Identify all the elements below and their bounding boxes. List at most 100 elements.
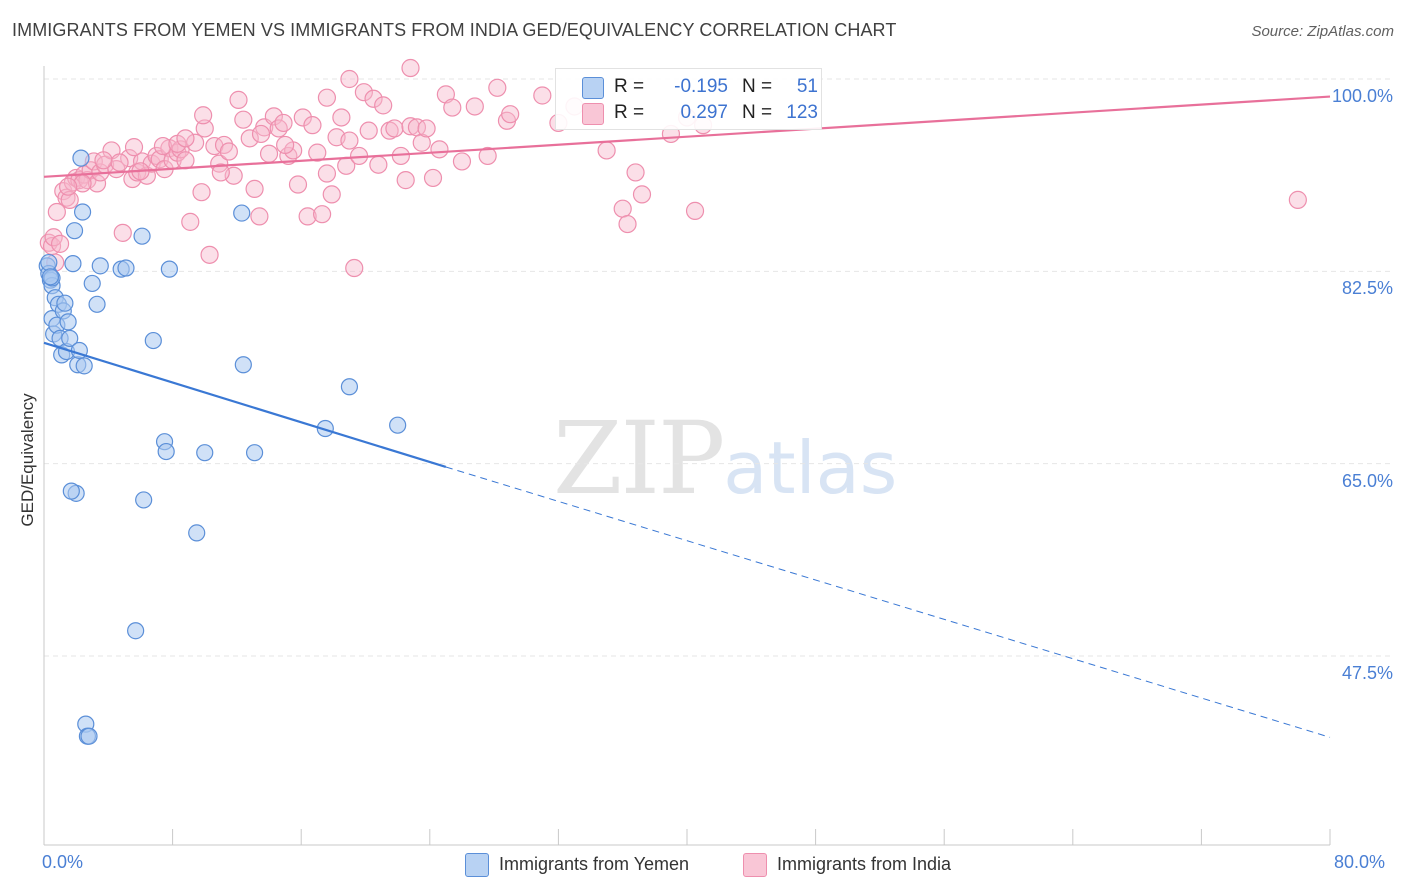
point-india (181, 212, 200, 231)
point-india (113, 223, 132, 242)
point-india (452, 152, 472, 171)
point-india (501, 105, 520, 124)
point-india (340, 69, 359, 89)
point-india (533, 86, 552, 105)
point-india (443, 98, 462, 117)
point-india (322, 185, 341, 204)
stats-r-label: R = (614, 76, 645, 97)
stats-n-label: N = (742, 76, 773, 97)
point-india (288, 175, 308, 194)
x-tick-label-max: 80.0% (1334, 852, 1386, 872)
point-india (317, 164, 337, 183)
point-india (345, 258, 364, 278)
point-india (423, 168, 443, 188)
point-india (47, 202, 66, 222)
point-india (186, 133, 205, 152)
legend: Immigrants from Yemen Immigrants from In… (0, 852, 1406, 878)
legend-label-india: Immigrants from India (777, 854, 952, 874)
point-india (412, 133, 431, 152)
legend-label-yemen: Immigrants from Yemen (499, 854, 690, 874)
point-yemen (340, 378, 359, 396)
x-tick-label-min: 0.0% (42, 852, 84, 872)
point-india (1288, 190, 1307, 209)
point-yemen (144, 331, 162, 350)
stats-n-label: N = (742, 102, 773, 123)
point-india (369, 155, 388, 174)
point-yemen (73, 203, 92, 221)
y-tick-label: 100.0% (1331, 86, 1393, 106)
legend-swatch-india (743, 853, 767, 877)
point-yemen (59, 313, 77, 331)
point-yemen (83, 274, 101, 293)
point-india (200, 245, 219, 264)
point-yemen (135, 491, 153, 509)
point-india (430, 140, 449, 159)
point-yemen (127, 622, 145, 640)
point-india (478, 146, 497, 166)
point-yemen (56, 294, 74, 312)
point-yemen (316, 419, 334, 438)
point-yemen (91, 257, 109, 275)
point-india (211, 163, 230, 182)
trend-line-yemen-extrapolated (445, 466, 1331, 738)
point-yemen (117, 259, 135, 277)
stats-swatch-yemen (582, 77, 604, 99)
point-india (597, 141, 616, 160)
point-india (259, 144, 279, 163)
point-india (234, 110, 253, 129)
point-india (153, 136, 173, 156)
point-india (94, 151, 113, 170)
point-india (613, 199, 632, 218)
point-yemen (64, 255, 82, 273)
point-india (44, 228, 63, 247)
point-india (632, 185, 652, 204)
y-tick-label: 65.0% (1341, 470, 1393, 491)
point-india (385, 119, 404, 138)
point-india (293, 108, 312, 127)
point-india (250, 207, 269, 226)
watermark-zip: ZIP (553, 400, 725, 517)
point-india (332, 108, 351, 127)
point-india (618, 214, 637, 234)
stats-r-value-india: 0.297 (680, 102, 728, 123)
point-yemen (80, 727, 98, 745)
point-india (359, 121, 378, 140)
point-india (124, 138, 144, 157)
watermark: ZIPatlas (553, 400, 897, 517)
point-india (685, 201, 705, 220)
point-india (229, 90, 248, 109)
point-india (401, 117, 420, 136)
stats-swatch-india (582, 103, 604, 125)
point-india (219, 142, 238, 161)
point-india (298, 207, 317, 226)
point-india (279, 146, 298, 166)
point-india (245, 179, 264, 199)
point-india (276, 135, 295, 155)
point-india (401, 58, 420, 78)
point-yemen (160, 260, 178, 278)
point-india (417, 119, 436, 138)
point-india (176, 151, 195, 170)
y-tick-label: 47.5% (1341, 663, 1393, 683)
stats-n-value-yemen: 51 (796, 76, 818, 97)
point-yemen (245, 444, 264, 462)
point-india (269, 119, 288, 138)
point-india (303, 116, 322, 135)
stats-box: R = -0.195 N = 51 R = 0.297 N = 123 (555, 68, 822, 130)
y-tick-label: 82.5% (1341, 278, 1393, 299)
chart-source: Source: ZipAtlas.com (1251, 23, 1394, 40)
point-india (274, 113, 293, 133)
point-india (364, 89, 383, 108)
point-yemen (75, 357, 93, 375)
point-india (488, 78, 507, 97)
watermark-atlas: atlas (723, 426, 898, 510)
point-india (312, 205, 332, 224)
point-yemen (72, 149, 90, 167)
point-india (396, 171, 415, 190)
point-yemen (41, 268, 60, 286)
point-yemen (196, 444, 214, 462)
axes (43, 66, 1331, 846)
point-yemen (234, 356, 252, 374)
point-yemen (133, 227, 151, 245)
